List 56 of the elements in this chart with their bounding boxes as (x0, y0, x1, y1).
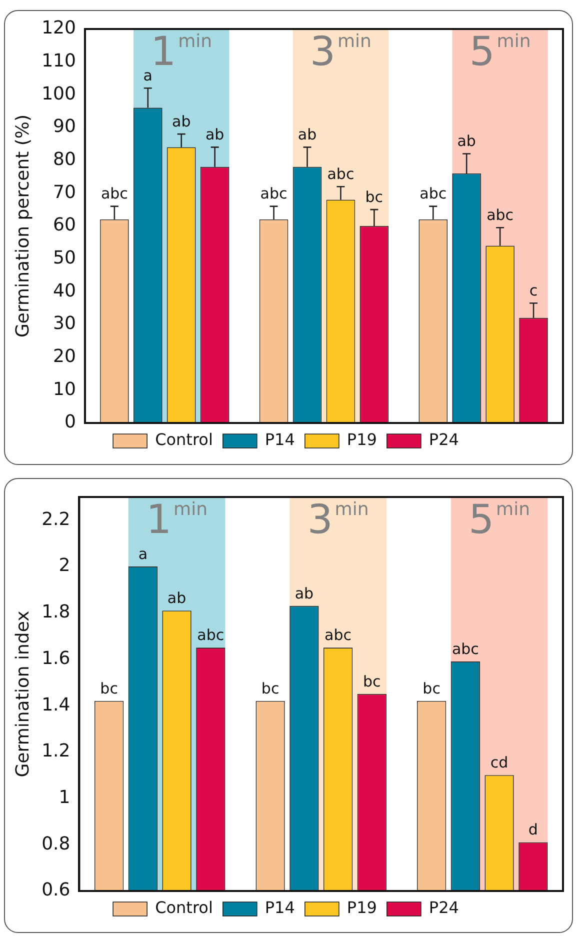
legend-label: P24 (428, 898, 459, 918)
legend-label: P14 (264, 430, 295, 450)
y-tick-label: 100 (42, 83, 76, 104)
data-label: c (529, 282, 538, 300)
data-label: ab (294, 584, 314, 602)
y-tick-label: 1.8 (42, 602, 70, 623)
legend-label: Control (155, 898, 213, 918)
data-label: abc (260, 184, 288, 203)
y-tick-label: 2 (58, 555, 70, 576)
data-label: a (138, 544, 148, 563)
y-tick-label: 70 (53, 182, 76, 203)
data-label: abc (486, 206, 514, 224)
y-tick-label: 90 (53, 116, 76, 138)
data-label: ab (457, 132, 476, 150)
data-label: ab (298, 126, 317, 144)
y-tick-label: 110 (42, 50, 76, 72)
data-label: bc (422, 679, 440, 698)
data-label: ab (167, 588, 186, 607)
data-label: cd (490, 754, 508, 772)
y-tick-label: 0.8 (42, 833, 70, 854)
legend-label: P19 (346, 898, 377, 918)
data-label: bc (100, 679, 118, 698)
data-label: a (143, 66, 152, 84)
y-tick-label: 0 (64, 412, 76, 433)
data-label: ab (172, 112, 191, 130)
y-tick-label: 1.4 (42, 694, 70, 716)
y-tick-label: 0.6 (42, 880, 70, 901)
data-label: abc (452, 640, 479, 658)
data-label: abc (420, 184, 447, 203)
data-label: abc (324, 626, 352, 644)
data-label: d (528, 820, 538, 839)
y-axis-title: Germination percent (%) (12, 114, 34, 338)
data-label: abc (327, 164, 354, 183)
y-tick-label: 50 (53, 248, 76, 269)
data-label: abc (100, 184, 128, 203)
data-label: abc (197, 626, 224, 644)
legend-label: Control (155, 430, 213, 450)
y-axis-title: Germination index (12, 610, 34, 778)
y-tick-label: 60 (53, 214, 76, 236)
y-tick-label: 1 (58, 786, 70, 808)
data-label: bc (365, 188, 384, 206)
y-tick-label: 40 (53, 280, 76, 302)
data-label: bc (363, 672, 381, 690)
data-label: bc (261, 679, 280, 698)
legend-label: P19 (346, 430, 377, 450)
y-tick-label: 20 (53, 346, 76, 368)
y-tick-label: 120 (42, 18, 76, 39)
y-tick-label: 30 (53, 313, 76, 334)
y-tick-label: 1.2 (42, 740, 70, 762)
legend-label: P14 (264, 898, 295, 918)
data-label: ab (205, 126, 224, 144)
y-tick-label: 10 (53, 378, 76, 400)
legend-label: P24 (428, 430, 459, 450)
y-tick-label: 1.6 (42, 648, 70, 669)
y-tick-label: 2.2 (42, 508, 70, 530)
y-tick-label: 80 (53, 149, 76, 170)
